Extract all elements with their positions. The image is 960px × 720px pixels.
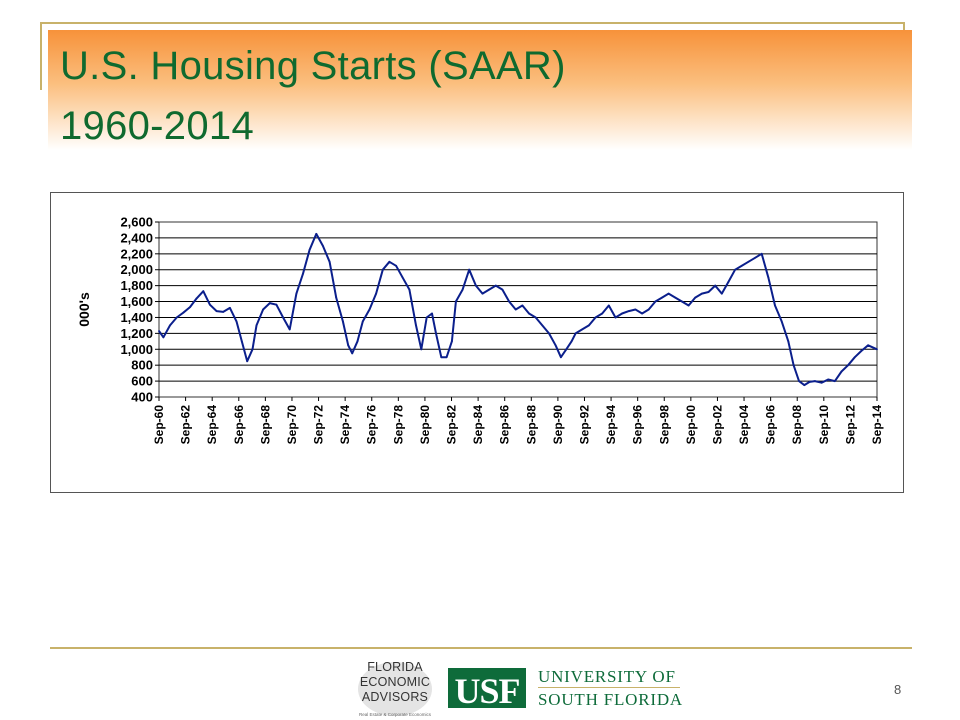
usf-logo-block: USF	[448, 668, 526, 711]
fea-line-3: ADVISORS	[361, 690, 429, 704]
x-tick-label: Sep-96	[631, 405, 645, 445]
x-tick-label: Sep-74	[338, 405, 352, 445]
x-tick-label: Sep-06	[764, 405, 778, 445]
x-tick-label: Sep-80	[418, 405, 432, 445]
y-axis-label: 000's	[76, 292, 92, 327]
x-tick-label: Sep-00	[684, 405, 698, 445]
x-tick-label: Sep-62	[179, 405, 193, 445]
x-tick-label: Sep-86	[498, 405, 512, 445]
y-tick-label: 600	[131, 374, 153, 389]
y-tick-label: 2,400	[120, 230, 153, 245]
y-tick-label: 1,600	[120, 294, 153, 309]
x-tick-label: Sep-76	[365, 405, 379, 445]
slide-title-line2: 1960-2014	[60, 104, 254, 148]
y-tick-label: 1,000	[120, 342, 153, 357]
x-tick-label: Sep-10	[817, 405, 831, 445]
x-tick-label: Sep-08	[790, 405, 804, 445]
x-tick-label: Sep-14	[870, 405, 884, 445]
x-tick-label: Sep-88	[524, 405, 538, 445]
university-name-line2: SOUTH FLORIDA	[538, 690, 683, 709]
page-number: 8	[894, 682, 902, 697]
y-tick-label: 800	[131, 358, 153, 373]
plot-area	[158, 221, 878, 398]
x-tick-label: Sep-04	[737, 405, 751, 445]
fea-line-2: ECONOMIC	[359, 675, 431, 689]
x-tick-label: Sep-84	[471, 405, 485, 445]
y-tick-label: 1,800	[120, 278, 153, 293]
x-tick-label: Sep-02	[710, 405, 724, 445]
housing-starts-chart: 4006008001,0001,2001,4001,6001,8002,0002…	[76, 215, 884, 445]
y-tick-label: 2,200	[120, 246, 153, 261]
x-tick-label: Sep-60	[152, 405, 166, 445]
series-line	[158, 232, 878, 387]
fea-tagline: Real Estate & Corporate Economics	[358, 712, 432, 717]
x-tick-label: Sep-72	[312, 405, 326, 445]
university-name-rule	[538, 687, 680, 688]
x-tick-label: Sep-68	[258, 405, 272, 445]
fea-background-mark	[358, 662, 432, 716]
x-tick-label: Sep-64	[205, 405, 219, 445]
top-frame-line	[40, 22, 905, 24]
footer-divider	[50, 647, 912, 649]
university-name-line1: UNIVERSITY OF	[538, 667, 676, 686]
slide-title-line1: U.S. Housing Starts (SAAR)	[60, 44, 566, 88]
x-tick-label: Sep-70	[285, 405, 299, 445]
chart-frame: 400 600 800 1,000 1,200 1,400 1,600 1,800 2,000 2…	[50, 192, 904, 493]
x-tick-label: Sep-92	[577, 405, 591, 445]
y-tick-label: 2,600	[120, 215, 153, 230]
x-tick-label: Sep-90	[551, 405, 565, 445]
x-tick-label: Sep-78	[391, 405, 405, 445]
x-tick-label: Sep-94	[604, 405, 618, 445]
florida-economic-advisors-logo: FLORIDA ECONOMIC ADVISORS Real Estate & …	[352, 660, 438, 718]
x-tick-label: Sep-82	[445, 405, 459, 445]
x-tick-label: Sep-66	[232, 405, 246, 445]
title-gradient-bar	[48, 30, 912, 150]
left-frame-line	[40, 22, 42, 90]
x-tick-label: Sep-98	[657, 405, 671, 445]
x-tick-label: Sep-12	[843, 405, 857, 445]
y-tick-label: 2,000	[120, 262, 153, 277]
y-tick-label: 1,200	[120, 326, 153, 341]
usf-mark: USF	[454, 671, 520, 711]
y-tick-label: 400	[131, 390, 153, 405]
fea-line-1: FLORIDA	[367, 660, 423, 674]
y-tick-label: 1,400	[120, 310, 153, 325]
